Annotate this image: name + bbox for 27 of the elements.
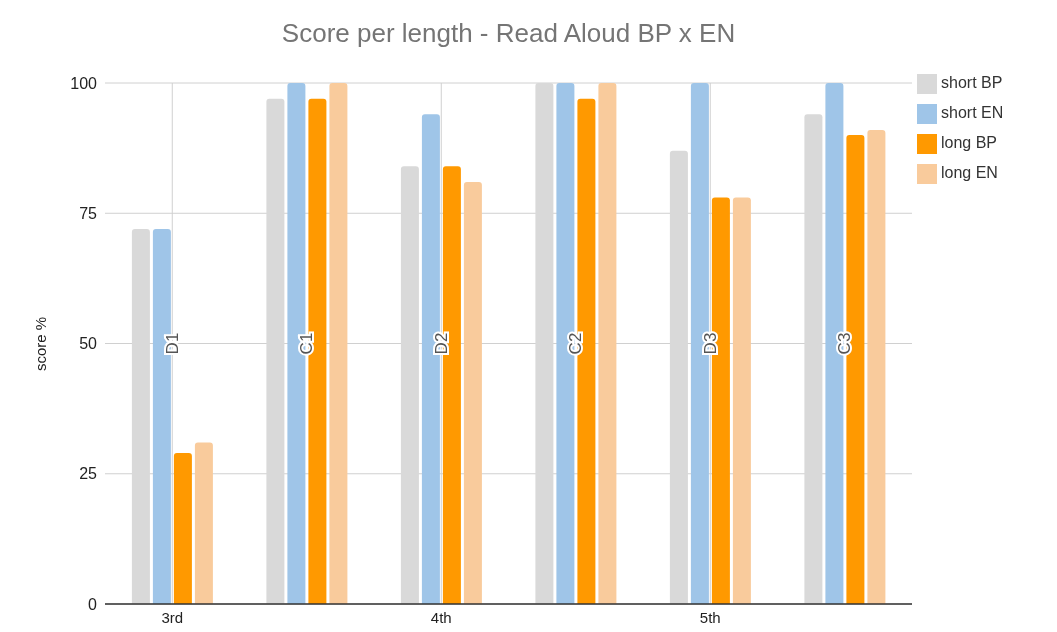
legend-label: short EN [941, 104, 1004, 121]
annotation: D1 [162, 332, 182, 355]
bar [598, 83, 617, 604]
annotation: C1 [297, 332, 317, 355]
y-tick-label: 25 [79, 465, 98, 483]
bar [173, 452, 192, 604]
bar [329, 83, 348, 604]
bar [732, 197, 751, 604]
annotation: C2 [566, 332, 586, 355]
legend-label: long BP [941, 134, 998, 151]
bar [463, 181, 482, 604]
y-tick-label: 75 [79, 204, 98, 222]
x-tick-label: 4th [430, 608, 452, 626]
annotation: D2 [431, 332, 451, 355]
y-tick-label: 0 [88, 595, 98, 613]
annotation: C3 [835, 332, 855, 355]
y-tick-label: 50 [79, 335, 98, 353]
y-tick-label: 100 [70, 74, 98, 92]
chart-title: Score per length - Read Aloud BP x EN [280, 18, 737, 49]
x-tick-label: 5th [699, 608, 721, 626]
bar [867, 129, 886, 604]
annotation: D3 [700, 332, 720, 355]
bar [194, 442, 213, 604]
y-axis-title: score % [31, 315, 49, 373]
legend-label: short BP [941, 74, 1003, 91]
x-tick-label: 3rd [161, 608, 184, 626]
legend-label: long EN [941, 164, 998, 181]
